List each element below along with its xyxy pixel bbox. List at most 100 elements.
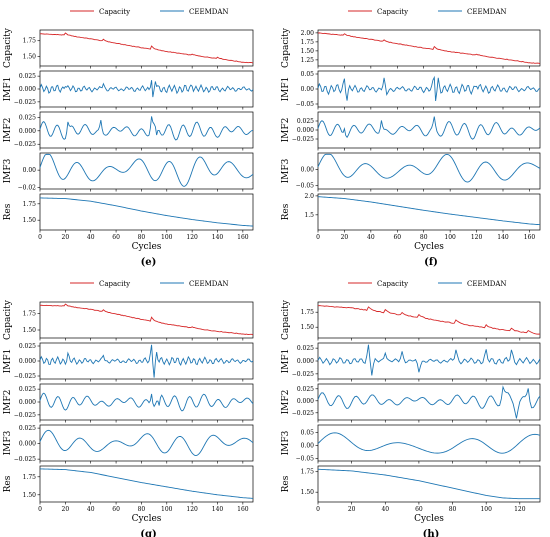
x-tick-label: 140 [212,234,224,241]
legend-label-ceemdan: CEEMDAN [189,280,229,288]
y-tick-label: 1.5 [304,212,314,219]
y-axis-label: Res [3,475,13,492]
x-tick-label: 0 [316,234,320,241]
legend-label-ceemdan: CEEMDAN [189,8,229,16]
legend: Capacity CEEMDAN [70,280,229,288]
y-tick-label: 0.025 [19,386,36,393]
y-tick-label: −0.05 [296,455,315,462]
y-tick-label: 1.75 [301,39,315,46]
y-tick-label: 2.0 [304,193,314,200]
y-tick-label: −0.025 [14,141,36,148]
axes-frame [317,301,541,339]
x-tick-label: 80 [138,506,146,513]
y-axis-label: IMF3 [281,430,291,455]
y-tick-label: 0.025 [297,345,314,352]
x-tick-label: 0 [38,234,42,241]
series-line [317,468,540,500]
y-tick-label: 0.000 [19,128,36,135]
y-tick-label: 0.000 [297,398,314,405]
axes-frame [39,301,254,339]
series-line [39,80,254,98]
chart-panel-f: Capacity CEEMDAN1.251.501.752.00Capacity−… [281,8,541,268]
x-tick-label: 140 [497,234,509,241]
series-line [39,153,254,187]
panel-caption: (f) [424,257,438,268]
series-line [39,197,254,227]
x-tick-label: 60 [393,234,401,241]
x-tick-label: 20 [62,234,70,241]
axes-frame [39,29,254,67]
subplot-capacity: 1.50 1.75 Capacity [281,299,541,341]
x-tick-label: 40 [87,234,95,241]
panel-caption: (h) [423,529,440,537]
y-tick-label: 1.75 [23,310,37,317]
y-axis-label: Res [281,475,291,492]
legend-label-capacity: Capacity [377,280,408,288]
axes-frame [39,424,254,462]
x-tick-label: 140 [212,506,224,513]
legend-label-ceemdan: CEEMDAN [467,8,507,16]
subplot-imf1: −0.05 0.00 0.05 IMF1 [281,70,541,110]
y-axis-label: IMF1 [281,349,291,374]
subplot-imf1: −0.025 0.000 0.025 IMF1 [3,70,254,110]
series-line [317,75,541,101]
x-tick-label: 120 [186,234,198,241]
axes-frame [317,29,541,67]
series-line [39,116,254,141]
y-tick-label: 1.75 [23,474,37,481]
series-line [317,153,541,183]
y-tick-label: 0.05 [301,430,315,437]
series-line [39,32,254,64]
y-tick-label: 1.50 [23,327,37,334]
y-axis-label: IMF2 [3,390,13,415]
y-axis-label: Capacity [281,299,291,340]
series-line [39,344,254,378]
x-tick-label: 100 [480,506,492,513]
axes-frame [39,465,254,503]
y-tick-label: 0.000 [297,127,314,134]
x-tick-label: 160 [524,234,536,241]
y-tick-label: 2.00 [301,30,315,37]
panel-caption: (g) [140,529,156,537]
y-tick-label: 1.25 [301,57,315,64]
subplot-imf1: −0.025 0.000 0.025 IMF1 [3,342,254,382]
y-axis-label: Res [281,203,291,220]
axes-frame [317,342,541,380]
y-axis-label: IMF3 [3,158,13,183]
x-tick-label: 120 [471,234,483,241]
series-line [39,468,254,499]
axes-frame [317,465,541,503]
subplot-imf3: −0.025 0.000 0.025 IMF3 [3,424,254,464]
y-tick-label: 0.025 [297,386,314,393]
axes-frame [317,111,541,149]
y-tick-label: −0.05 [296,101,315,108]
legend: Capacity CEEMDAN [348,8,507,16]
y-tick-label: −0.025 [14,456,36,463]
y-axis-label: IMF1 [281,77,291,102]
series-line [317,116,541,140]
x-tick-label: 100 [161,234,173,241]
x-axis-label: Cycles [414,242,444,252]
y-axis-label: IMF1 [3,77,13,102]
series-line [317,385,541,419]
y-tick-label: 1.75 [301,309,315,316]
y-tick-label: 1.75 [23,38,37,45]
series-line [317,196,541,226]
subplot-capacity: 1.50 1.75 Capacity [3,299,254,341]
series-line [317,432,541,454]
y-tick-label: 0.000 [19,399,36,406]
x-tick-label: 40 [367,234,375,241]
y-tick-label: 0.000 [19,441,36,448]
x-tick-label: 120 [514,506,526,513]
subplot-res: 1.50 1.75 Res [281,465,541,505]
y-tick-label: 1.75 [23,201,37,208]
x-tick-label: 100 [161,506,173,513]
y-tick-label: 0.025 [19,425,36,432]
x-tick-label: 80 [138,234,146,241]
subplot-imf2: −0.025 0.000 0.025 IMF2 [3,111,254,151]
y-axis-label: IMF3 [3,430,13,455]
y-tick-label: −0.025 [14,99,36,106]
subplot-imf3: −0.02 0.00 IMF3 [3,152,254,192]
y-tick-label: 0.025 [19,73,36,80]
